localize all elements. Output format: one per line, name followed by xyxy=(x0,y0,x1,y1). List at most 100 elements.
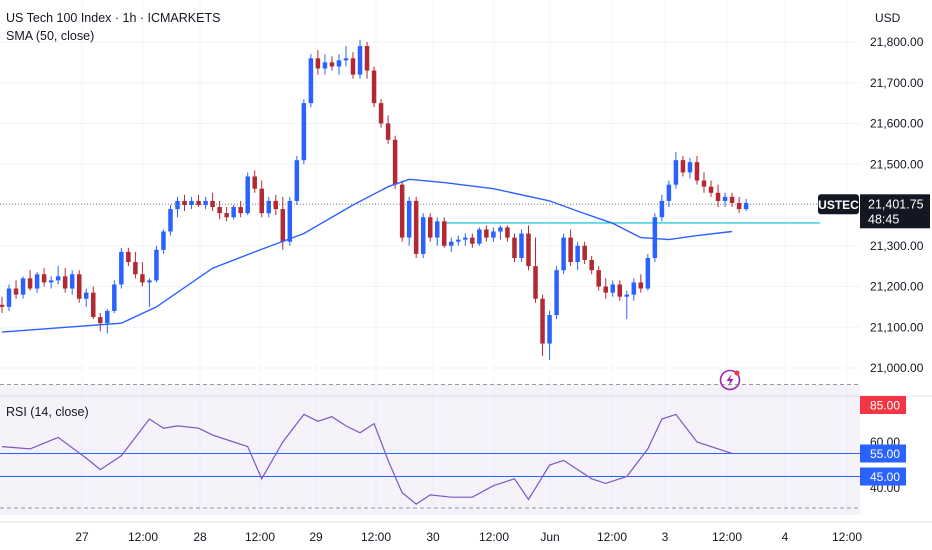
candle-body xyxy=(673,160,679,185)
x-tick-label: 27 xyxy=(75,530,89,544)
x-tick-label: 30 xyxy=(426,530,440,544)
candle-body xyxy=(561,237,566,271)
candle-body xyxy=(329,62,335,67)
symbol-badge xyxy=(818,194,859,215)
candle-body xyxy=(280,209,286,242)
candle-body xyxy=(13,288,19,295)
candle-body xyxy=(27,278,33,289)
candle-body xyxy=(491,231,496,238)
candle-body xyxy=(189,200,194,205)
candle-body xyxy=(512,237,517,258)
candle-body xyxy=(196,200,201,205)
candle-body xyxy=(371,70,377,104)
candle-body xyxy=(589,260,594,271)
notification-dot xyxy=(734,370,740,376)
candle-body xyxy=(406,200,412,238)
x-tick-label: 12:00 xyxy=(597,530,627,544)
candle-body xyxy=(603,286,608,293)
candle-body xyxy=(105,310,110,324)
candle-body xyxy=(392,139,398,185)
rsi-band-fill xyxy=(0,384,860,515)
candle-body xyxy=(259,188,264,214)
candle-body xyxy=(147,280,152,283)
lightning-bolt-icon[interactable] xyxy=(719,369,741,391)
x-tick-label: 3 xyxy=(662,530,669,544)
candle-body xyxy=(98,317,103,324)
chart-title: US Tech 100 Index · 1h · ICMARKETS xyxy=(6,11,221,25)
candle-body xyxy=(456,239,461,242)
candle-body xyxy=(540,298,545,344)
candle-body xyxy=(533,266,538,299)
candle-body xyxy=(238,207,243,214)
symbol-badge-label: USTEC xyxy=(818,198,859,212)
sma-legend: SMA (50, close) xyxy=(6,29,95,43)
candle-body xyxy=(575,245,580,263)
candle-body xyxy=(76,274,82,299)
candle-body xyxy=(701,180,707,187)
candle-body xyxy=(505,227,510,238)
candle-body xyxy=(498,227,503,232)
candle-body xyxy=(708,186,714,193)
price-tick-label: 21,000.00 xyxy=(870,361,924,375)
candle-body xyxy=(55,276,61,281)
candle-body xyxy=(91,292,96,318)
candle-body xyxy=(322,62,328,69)
x-tick-label: 12:00 xyxy=(832,530,862,544)
candle-body xyxy=(519,233,524,258)
candle-body xyxy=(659,200,665,218)
candle-body xyxy=(294,160,300,201)
currency-label: USD xyxy=(875,11,901,25)
rsi-upper-badge-label: 85.00 xyxy=(870,399,900,413)
last-price-label: 21,401.75 xyxy=(868,197,924,211)
candle-body xyxy=(343,58,349,61)
candle-body xyxy=(245,176,250,214)
price-tick-label: 21,100.00 xyxy=(870,320,924,334)
candle-body xyxy=(126,251,131,263)
price-tick-label: 21,600.00 xyxy=(870,117,924,131)
candle-body xyxy=(399,184,405,238)
candle-body xyxy=(554,270,559,316)
lightning-bolt-icon-glyph xyxy=(726,374,734,387)
candle-body xyxy=(427,217,433,238)
candle-body xyxy=(301,103,307,161)
candle-body xyxy=(154,249,159,281)
candle-body xyxy=(161,231,166,250)
candle-body xyxy=(729,196,735,203)
rsi-middle-lower-badge-label: 45.00 xyxy=(870,470,900,484)
candle-body xyxy=(463,237,468,240)
candle-body xyxy=(62,276,68,289)
candle-body xyxy=(266,200,272,214)
candle-body xyxy=(645,257,651,289)
candle-body xyxy=(315,58,321,69)
candle-body xyxy=(83,292,89,299)
candle-body xyxy=(231,207,236,218)
candle-body xyxy=(273,200,279,210)
x-tick-label: Jun xyxy=(540,530,559,544)
x-tick-label: 12:00 xyxy=(361,530,391,544)
price-tick-label: 21,200.00 xyxy=(870,280,924,294)
candle-body xyxy=(694,162,700,181)
candle-body xyxy=(308,58,314,104)
candle-body xyxy=(252,176,257,189)
candle-body xyxy=(133,262,138,275)
candle-body xyxy=(20,278,26,295)
rsi-middle-lower-badge xyxy=(860,467,906,486)
candle-body xyxy=(610,284,615,293)
candle-body xyxy=(6,288,12,307)
candle-body xyxy=(617,284,623,297)
candle-body xyxy=(484,229,489,238)
candle-body xyxy=(596,270,601,287)
candle-body xyxy=(582,245,587,261)
candle-body xyxy=(112,284,117,311)
rsi-upper-badge xyxy=(860,396,906,414)
candle-body xyxy=(287,200,293,242)
x-tick-label: 12:00 xyxy=(479,530,509,544)
candle-body xyxy=(140,274,145,283)
candle-body xyxy=(624,294,630,297)
candle-body xyxy=(666,184,672,201)
x-tick-label: 12:00 xyxy=(712,530,742,544)
candle-body xyxy=(631,282,637,295)
sma-line xyxy=(1,178,733,333)
candle-body xyxy=(449,241,454,246)
candle-body xyxy=(41,274,47,283)
